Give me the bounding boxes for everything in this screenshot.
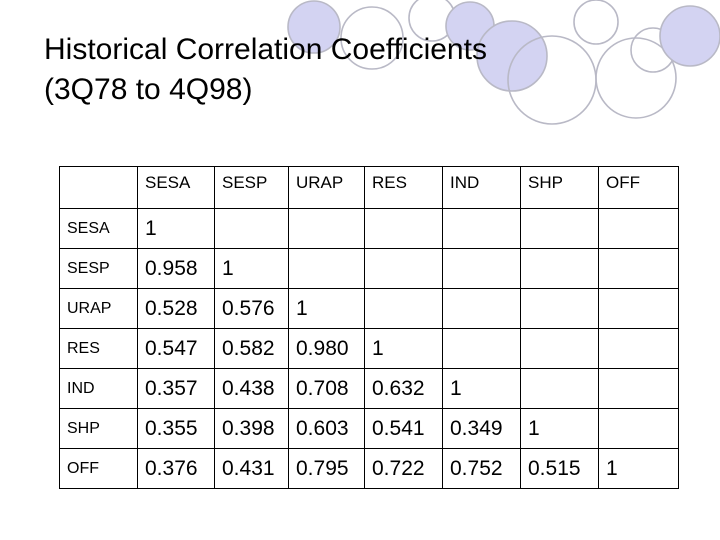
correlation-cell: 1 [214,248,289,289]
column-header: OFF [598,166,679,209]
correlation-cell [364,288,443,329]
row-label: RES [59,328,138,369]
slide-title-line-2: (3Q78 to 4Q98) [44,73,253,106]
correlation-cell: 1 [520,408,599,449]
correlation-cell: 0.576 [214,288,289,329]
correlation-cell: 0.528 [137,288,215,329]
row-label: SHP [59,408,138,449]
correlation-cell: 0.349 [442,408,521,449]
correlation-cell: 0.398 [214,408,289,449]
correlation-cell [598,408,679,449]
correlation-cell: 0.376 [137,448,215,489]
correlation-cell [520,248,599,289]
correlation-cell [520,288,599,329]
correlation-cell [364,208,443,249]
correlation-cell: 0.438 [214,368,289,409]
correlation-cell: 1 [442,368,521,409]
table-row: IND 0.357 0.438 0.708 0.632 1 [59,368,679,409]
row-label: SESA [59,208,138,249]
correlation-cell: 0.752 [442,448,521,489]
correlation-cell: 0.515 [520,448,599,489]
deco-circle [659,5,720,67]
column-header: SESA [137,166,215,209]
table-row: SESA 1 [59,208,679,249]
deco-circle [476,20,548,92]
correlation-cell: 1 [288,288,365,329]
table-row: URAP 0.528 0.576 1 [59,288,679,329]
table-header-row: SESA SESP URAP RES IND SHP OFF [59,166,679,209]
column-header: SHP [520,166,599,209]
correlation-cell: 0.958 [137,248,215,289]
deco-circle [287,0,341,54]
correlation-cell: 0.722 [364,448,443,489]
correlation-cell: 0.582 [214,328,289,369]
correlation-cell [442,288,521,329]
correlation-cell [442,248,521,289]
deco-circle [595,37,677,119]
correlation-cell: 0.355 [137,408,215,449]
corner-cell [59,166,138,209]
correlation-cell [288,208,365,249]
column-header: SESP [214,166,289,209]
correlation-cell: 0.795 [288,448,365,489]
column-header: IND [442,166,521,209]
correlation-cell: 0.541 [364,408,443,449]
correlation-cell [214,208,289,249]
correlation-cell [364,248,443,289]
correlation-cell [598,208,679,249]
table-row: RES 0.547 0.582 0.980 1 [59,328,679,369]
deco-circle [573,0,619,45]
correlation-cell [598,288,679,329]
correlation-cell: 0.632 [364,368,443,409]
deco-circle [340,6,404,70]
row-label: OFF [59,448,138,489]
correlation-cell: 0.603 [288,408,365,449]
slide-title-line-1: Historical Correlation Coefficients [44,33,487,66]
row-label: IND [59,368,138,409]
correlation-cell: 1 [598,448,679,489]
correlation-cell [288,248,365,289]
correlation-cell [520,208,599,249]
correlation-cell: 1 [137,208,215,249]
correlation-cell [520,368,599,409]
correlation-cell: 0.708 [288,368,365,409]
row-label: URAP [59,288,138,329]
correlation-cell [598,328,679,369]
correlation-cell [442,208,521,249]
correlation-cell [598,248,679,289]
correlation-cell [598,368,679,409]
correlation-cell: 0.431 [214,448,289,489]
slide-title: Historical Correlation Coefficients (3Q7… [44,30,487,110]
correlation-cell [520,328,599,369]
correlation-cell [442,328,521,369]
correlation-cell: 0.357 [137,368,215,409]
column-header: URAP [288,166,365,209]
column-header: RES [364,166,443,209]
table-row: SHP 0.355 0.398 0.603 0.541 0.349 1 [59,408,679,449]
correlation-cell: 0.547 [137,328,215,369]
table-row: OFF 0.376 0.431 0.795 0.722 0.752 0.515 1 [59,448,679,489]
table-row: SESP 0.958 1 [59,248,679,289]
correlation-table: SESA SESP URAP RES IND SHP OFF SESA 1 SESP 0.958 1… [59,166,679,489]
row-label: SESP [59,248,138,289]
correlation-cell: 1 [364,328,443,369]
correlation-cell: 0.980 [288,328,365,369]
